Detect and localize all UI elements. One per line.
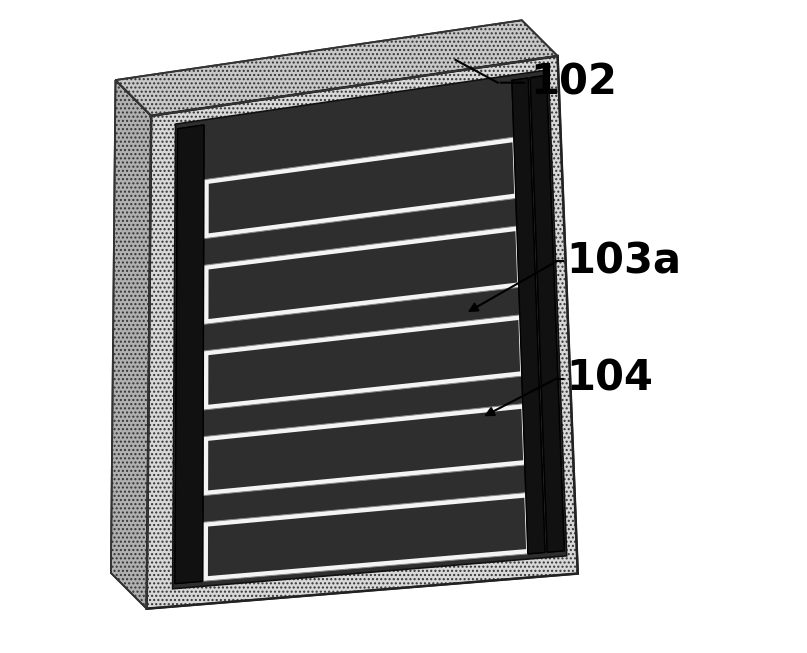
Polygon shape [209,142,514,233]
Polygon shape [208,409,523,490]
Polygon shape [512,78,545,554]
Polygon shape [208,498,526,576]
Text: 102: 102 [530,61,617,104]
Polygon shape [175,125,204,584]
Polygon shape [203,315,522,410]
Polygon shape [175,125,204,584]
Polygon shape [203,404,525,496]
Polygon shape [147,56,578,609]
Text: 103a: 103a [566,240,681,283]
Polygon shape [530,75,564,552]
Polygon shape [208,320,521,405]
Polygon shape [512,78,545,554]
Polygon shape [203,492,528,581]
Polygon shape [208,231,517,319]
Polygon shape [173,70,567,589]
Polygon shape [111,80,151,609]
Polygon shape [530,75,564,552]
Polygon shape [203,226,519,325]
Polygon shape [115,20,558,116]
Text: 104: 104 [566,358,653,400]
Polygon shape [203,137,516,239]
